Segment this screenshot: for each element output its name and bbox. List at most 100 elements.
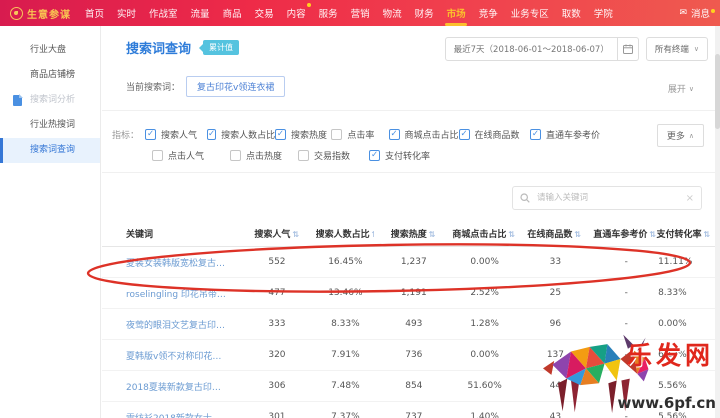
nav-item[interactable]: 财务 (414, 9, 434, 20)
keyword-link[interactable]: roselingling 印花吊带… (126, 289, 226, 300)
table-cell: 25 (549, 288, 562, 298)
keyword-column-header: 关键词 (126, 229, 154, 240)
current-search-word-label: 当前搜索词： (126, 83, 181, 93)
sortable-column-header[interactable]: 搜索热度 ⇅ (374, 227, 452, 240)
sort-icon: ⇅ (372, 230, 375, 239)
sidebar-item[interactable]: 搜索词查询 (0, 138, 100, 163)
metric-label: 在线商品数 (474, 131, 520, 141)
table-cell: 44 (549, 381, 562, 391)
nav-item[interactable]: 取数 (561, 9, 581, 20)
table-cell: 1.40% (470, 412, 499, 418)
sortable-column-header[interactable]: 支付转化率 ⇅ (656, 227, 710, 240)
table-cell: 737 (405, 412, 423, 418)
current-search-word-value[interactable]: 复古印花v领连衣裙 (186, 76, 286, 97)
nav-item[interactable]: 营销 (350, 9, 370, 20)
sortable-column-header[interactable]: 搜索人气 ⇅ (238, 227, 316, 240)
brand-logo[interactable]: 生意参谋 (10, 6, 71, 21)
metric-checkbox[interactable]: ✓ 点击热度 (230, 149, 298, 162)
metric-checkbox[interactable]: ✓ 商城点击占比 (388, 128, 459, 141)
nav-item[interactable]: 物流 (382, 9, 402, 20)
nav-item[interactable]: 商品 (222, 9, 242, 20)
checkbox-icon: ✓ (230, 150, 241, 161)
sortable-column-header[interactable]: 直通车参考价 ⇅ (593, 227, 656, 240)
chevron-up-icon: ∧ (688, 131, 694, 140)
checkbox-icon: ✓ (331, 129, 343, 140)
table-cell: 33 (549, 257, 562, 267)
column-headers: 搜索人气⇅搜索人数占比⇅搜索热度⇅商城点击占比⇅在线商品数⇅直通车参考价⇅支付转… (238, 227, 710, 240)
sort-icon: ⇅ (292, 229, 300, 239)
table-cell: 13.46% (328, 288, 363, 298)
metric-checkbox[interactable]: ✓ 搜索人气 (145, 128, 207, 141)
column-header-label: 搜索热度 (390, 229, 427, 240)
nav-item[interactable]: 市场 (447, 0, 466, 26)
scrollbar-thumb[interactable] (715, 54, 720, 129)
sortable-column-header[interactable]: 搜索人数占比⇅ (316, 227, 375, 240)
brand-logo-text: 生意参谋 (27, 9, 71, 21)
keyword-link[interactable]: 雪纺衫2018新款女士… (126, 414, 221, 418)
nav-item[interactable]: 作战室 (149, 9, 178, 20)
messages-button[interactable]: ✉ 消息 (679, 6, 715, 20)
keyword-link[interactable]: 夜莺的眼泪文艺复古印… (126, 320, 226, 331)
metrics-filter: 指标： ✓ 搜索人气 ✓ 搜索人数占比 ✓ 搜索热度 ✓ 点击率 (112, 124, 600, 166)
nav-item[interactable]: 竞争 (478, 9, 498, 20)
table-cell: 306 (268, 381, 286, 391)
metric-label: 支付转化率 (385, 152, 431, 162)
metric-checkbox[interactable]: ✓ 点击人气 (152, 149, 230, 162)
sortable-column-header[interactable]: 在线商品数 ⇅ (515, 227, 593, 240)
main-panel: 搜索词查询 累计值 最近7天（2018-06-01～2018-06-07） 所有… (102, 26, 720, 418)
table-cell: 96 (549, 319, 562, 329)
keyword-search-box: × (512, 186, 702, 210)
cumulative-tag: 累计值 (203, 40, 240, 55)
table-cell: 6.17% (658, 350, 687, 360)
keyword-link[interactable]: 夏韩版v领不对称印花… (126, 351, 222, 362)
sidebar-item[interactable]: 行业热搜词 (0, 113, 100, 138)
sidebar-item[interactable]: 搜索词分析 (0, 88, 100, 113)
nav-item[interactable]: 交易 (254, 9, 274, 20)
keyword-link[interactable]: 夏装女装韩版宽松复古… (126, 258, 226, 269)
sidebar-item[interactable]: 行业大盘 (0, 38, 100, 63)
top-nav: 生意参谋 首页 实时 作战室 流量 商品 交易 内容 服务 营销 物流 财务 市场 竞争 业务专区 取数 学院… (0, 0, 720, 26)
table-row: 雪纺衫2018新款女士… 301 7.37% 737 1.40% 43 - 5.56% (102, 402, 720, 418)
sidebar-item[interactable]: 商品店铺榜 (0, 63, 100, 88)
sortable-column-header[interactable]: 商城点击占比 ⇅ (452, 227, 515, 240)
nav-item[interactable]: 业务专区 (510, 9, 549, 20)
nav-menu: 首页 实时 作战室 流量 商品 交易 内容 服务 营销 物流 财务 市场 竞争 业务专区 取数 学院 (85, 0, 679, 26)
sort-icon: ⇅ (703, 229, 711, 239)
section-divider (102, 110, 720, 111)
column-header-label: 搜索人数占比 (315, 229, 370, 240)
expand-toggle[interactable]: 展开 ∨ (668, 82, 694, 96)
metric-checkbox[interactable]: ✓ 支付转化率 (369, 149, 430, 162)
metric-checkbox[interactable]: ✓ 搜索热度 (274, 128, 331, 141)
metrics-row-2: ✓ 点击人气 ✓ 点击热度 ✓ 交易指数 ✓ 支付转化率 (112, 145, 600, 166)
table-cell: 736 (405, 350, 423, 360)
nav-item[interactable]: 服务 (318, 9, 338, 20)
table-cell: 1.28% (470, 319, 499, 329)
table-row: 2018夏装新款复古印… 306 7.48% 854 51.60% 44 - 5.56% (102, 371, 720, 402)
terminal-select[interactable]: 所有终端 ∨ (645, 37, 708, 61)
keyword-link[interactable]: 2018夏装新款复古印… (126, 382, 221, 393)
keyword-search-input[interactable] (535, 192, 686, 204)
sort-icon: ⇅ (649, 229, 657, 239)
nav-item[interactable]: 实时 (117, 9, 137, 20)
nav-item[interactable]: 流量 (190, 9, 210, 20)
nav-item[interactable]: 首页 (85, 9, 105, 20)
clear-input-icon[interactable]: × (685, 192, 694, 204)
more-metrics-button[interactable]: 更多 ∧ (656, 124, 704, 147)
nav-item[interactable]: 学院 (593, 9, 613, 20)
date-range-picker[interactable]: 最近7天（2018-06-01～2018-06-07） (444, 37, 639, 61)
brand-logo-icon (10, 6, 23, 20)
metric-checkbox[interactable]: ✓ 在线商品数 (458, 128, 530, 141)
nav-item[interactable]: 内容 (287, 0, 311, 26)
metric-checkbox[interactable]: ✓ 交易指数 (298, 149, 369, 162)
metric-checkbox[interactable]: ✓ 直通车参考价 (529, 128, 600, 141)
metrics-label: 指标： (112, 131, 140, 141)
more-label: 更多 (666, 132, 685, 142)
table-cell: 0.00% (470, 350, 499, 360)
terminal-select-value: 所有终端 (654, 45, 689, 55)
metric-label: 直通车参考价 (545, 131, 600, 141)
table-cell: - (624, 319, 628, 329)
metric-checkbox[interactable]: ✓ 点击率 (331, 128, 388, 141)
metric-checkbox[interactable]: ✓ 搜索人数占比 (206, 128, 275, 141)
checkbox-icon: ✓ (298, 150, 309, 161)
sort-icon: ⇅ (508, 229, 516, 239)
